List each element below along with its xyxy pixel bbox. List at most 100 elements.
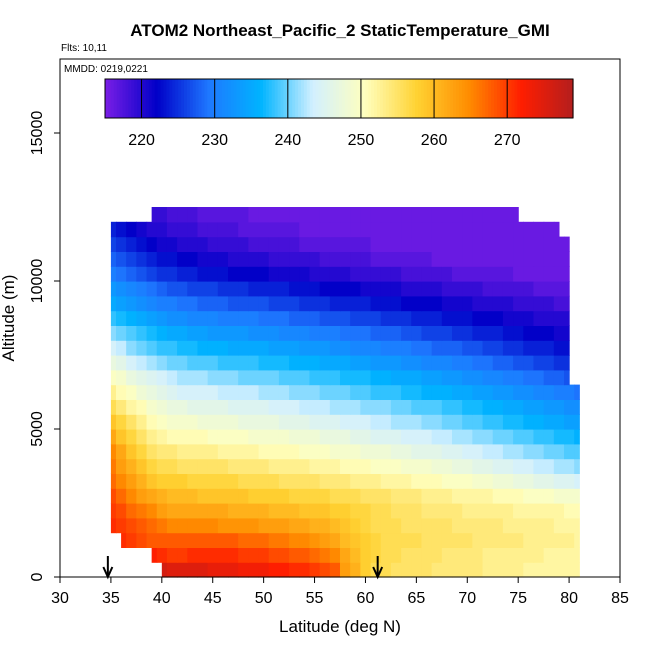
- heat-cell: [340, 473, 351, 489]
- heat-cell: [543, 236, 555, 252]
- heat-cell: [187, 251, 199, 267]
- colorbar-segment: [175, 79, 179, 118]
- heatmap-cells: [110, 207, 580, 578]
- heat-cell: [350, 443, 361, 460]
- colorbar-segment: [327, 79, 331, 118]
- heat-cell: [564, 562, 575, 578]
- heat-cell: [462, 488, 473, 504]
- heat-cell: [431, 207, 443, 223]
- heat-cell: [258, 295, 270, 312]
- heat-cell: [110, 281, 117, 297]
- colorbar-segment: [122, 79, 127, 118]
- colorbar-segment: [514, 79, 519, 118]
- heat-cell: [502, 429, 514, 445]
- heat-cell: [360, 384, 372, 400]
- heat-cell: [492, 251, 504, 267]
- heat-cell: [502, 369, 514, 386]
- heat-cell: [309, 207, 321, 223]
- heat-cell: [492, 325, 504, 341]
- heat-cell: [217, 458, 229, 474]
- heat-cell: [380, 473, 392, 489]
- heat-cell: [452, 355, 463, 371]
- heat-cell: [533, 562, 545, 578]
- heat-cell: [146, 503, 158, 519]
- heat-cell: [207, 473, 219, 489]
- heat-cell: [452, 503, 463, 519]
- colorbar-segment: [423, 79, 428, 118]
- heat-cell: [523, 251, 535, 267]
- heat-cell: [110, 310, 117, 326]
- heat-cell: [309, 325, 321, 341]
- heat-cell: [278, 503, 290, 519]
- heat-cell: [166, 369, 178, 386]
- heat-cell: [248, 236, 260, 252]
- heat-cell: [523, 221, 535, 238]
- heat-cell: [390, 251, 402, 267]
- heat-cell: [136, 503, 148, 519]
- heat-cell: [187, 414, 199, 430]
- heat-cell: [452, 266, 463, 282]
- heat-cell: [166, 384, 178, 400]
- heat-cell: [370, 547, 382, 563]
- colorbar-segment: [496, 79, 501, 118]
- heat-cell: [421, 207, 433, 223]
- heat-cell: [472, 310, 484, 326]
- heat-cell: [533, 443, 545, 460]
- heat-cell: [110, 369, 117, 386]
- heat-cell: [370, 488, 382, 504]
- heat-cell: [278, 458, 290, 474]
- heat-cell: [350, 414, 361, 430]
- heat-cell: [452, 295, 463, 312]
- heat-cell: [421, 429, 433, 445]
- heat-cell: [492, 355, 504, 371]
- heat-cell: [411, 503, 423, 519]
- colorbar-tick-label: 230: [201, 132, 228, 149]
- colorbar-segment: [341, 79, 346, 118]
- heat-cell: [197, 310, 209, 326]
- heat-cell: [523, 414, 535, 430]
- heat-cell: [329, 517, 341, 534]
- heat-cell: [177, 295, 188, 312]
- heat-cell: [513, 414, 524, 430]
- heat-cell: [228, 532, 239, 548]
- heat-cell: [513, 221, 524, 238]
- heat-cell: [533, 399, 545, 415]
- heat-cell: [319, 266, 331, 282]
- heat-cell: [187, 547, 199, 563]
- heat-cell: [268, 369, 280, 386]
- heat-cell: [411, 281, 423, 297]
- colorbar-segment: [447, 79, 451, 118]
- heat-cell: [289, 340, 300, 356]
- colorbar-segment: [280, 79, 285, 118]
- heat-cell: [533, 384, 545, 400]
- heat-cell: [228, 355, 239, 371]
- heat-cell: [278, 532, 290, 548]
- heat-cell: [197, 236, 209, 252]
- heat-cell: [543, 547, 555, 563]
- heat-cell: [258, 369, 270, 386]
- heat-cell: [329, 369, 341, 386]
- heat-cell: [513, 488, 524, 504]
- heat-cell: [197, 503, 209, 519]
- heat-cell: [340, 443, 351, 460]
- heat-cell: [146, 458, 158, 474]
- heat-cell: [136, 236, 148, 252]
- heat-cell: [513, 562, 524, 578]
- heat-cell: [319, 340, 331, 356]
- heat-cell: [360, 207, 372, 223]
- heat-cell: [156, 503, 168, 519]
- heat-cell: [146, 443, 158, 460]
- heat-cell: [146, 221, 158, 238]
- heat-cell: [370, 207, 382, 223]
- heat-cell: [350, 251, 361, 267]
- heat-cell: [116, 384, 127, 400]
- heat-cell: [207, 266, 219, 282]
- heat-cell: [177, 443, 188, 460]
- heat-cell: [441, 355, 453, 371]
- heat-cell: [431, 488, 443, 504]
- heat-cell: [238, 221, 249, 238]
- heat-cell: [151, 547, 158, 563]
- heat-cell: [329, 251, 341, 267]
- heat-cell: [329, 399, 341, 415]
- colorbar-segment: [464, 79, 469, 118]
